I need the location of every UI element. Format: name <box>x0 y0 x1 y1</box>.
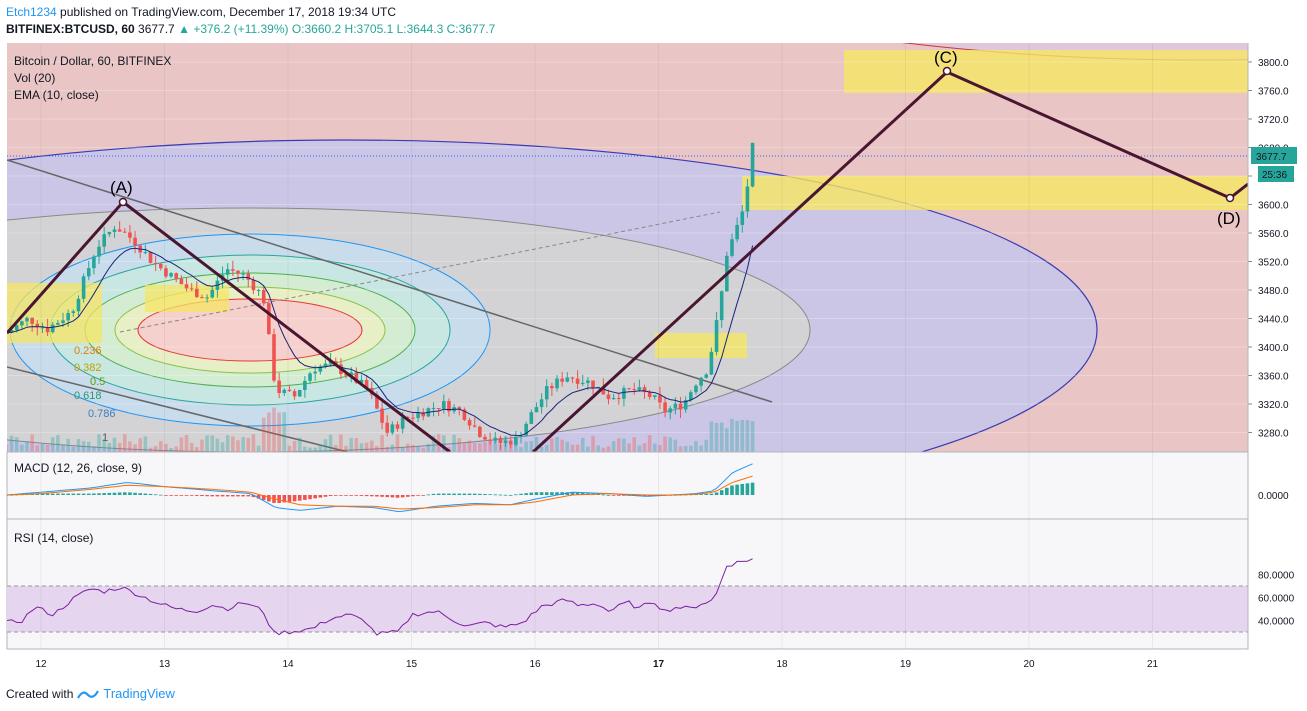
price-axis-tick: 3720.0 <box>1258 115 1289 126</box>
change-up-icon: ▲ <box>178 22 190 36</box>
ohlc-values: O:3660.2 H:3705.1 L:3644.3 C:3677.7 <box>291 22 496 36</box>
price-axis-tick: 3280.0 <box>1258 429 1289 440</box>
fib-level-label: 0.382 <box>74 362 102 374</box>
point-c-label: (C) <box>934 48 958 67</box>
time-axis-tick: 16 <box>529 659 541 670</box>
price-axis-tick: 3560.0 <box>1258 229 1289 240</box>
time-axis-tick: 14 <box>282 659 294 670</box>
time-axis-tick: 13 <box>159 659 171 670</box>
point-d-label: (D) <box>1217 209 1241 228</box>
abcd-pattern <box>7 66 1248 452</box>
author-link[interactable]: Etch1234 <box>6 5 57 19</box>
time-axis-tick: 20 <box>1023 659 1035 670</box>
signal-line <box>7 475 753 510</box>
time-axis-tick: 17 <box>653 659 665 670</box>
time-axis-tick: 21 <box>1147 659 1159 670</box>
price-axis[interactable]: 3280.0 3320.0 3360.0 3400.0 3440.0 3480.0 3520… <box>7 58 1289 440</box>
price-axis-tick: 3480.0 <box>1258 286 1289 297</box>
time-axis-tick: 15 <box>406 659 418 670</box>
countdown-tag <box>1258 166 1294 182</box>
rsi-band <box>7 586 1248 632</box>
main-pane-title: Bitcoin / Dollar, 60, BITFINEX <box>14 54 171 68</box>
fib-level-label: 0.236 <box>74 345 102 357</box>
fib-level-label: 0.786 <box>88 408 116 420</box>
rsi-line <box>7 558 753 636</box>
symbol-name: BITFINEX:BTCUSD, 60 <box>6 22 135 36</box>
volume-bars <box>7 407 755 452</box>
rsi-indicator-label[interactable]: RSI (14, close) <box>14 531 93 545</box>
price-change: +376.2 (+11.39%) <box>193 22 289 36</box>
vol-indicator-label[interactable]: Vol (20) <box>14 71 55 85</box>
fib-labels: 0.236 0.382 0.5 0.618 0.786 1 <box>74 345 116 444</box>
macd-indicator-label[interactable]: MACD (12, 26, close, 9) <box>14 461 142 475</box>
fib-level-label: 1 <box>102 432 108 444</box>
created-with-text: Created with <box>6 686 74 701</box>
macd-line <box>7 463 753 513</box>
price-axis-tick: 3400.0 <box>1258 343 1289 354</box>
rsi-axis-tick: 80.0000 <box>1258 571 1295 582</box>
last-price-tag <box>1251 147 1297 164</box>
countdown-tag-text: 25:36 <box>1262 170 1287 181</box>
time-axis-tick: 12 <box>35 659 47 670</box>
time-axis-tick: 18 <box>776 659 788 670</box>
price-axis-tick: 3360.0 <box>1258 372 1289 383</box>
candles <box>7 142 755 450</box>
price-axis-tick: 3320.0 <box>1258 400 1289 411</box>
last-price: 3677.7 <box>138 22 175 36</box>
macd-axis-tick: 0.0000 <box>1258 491 1289 502</box>
rsi-axis-tick: 60.0000 <box>1258 594 1295 605</box>
trend-channel <box>7 155 1248 452</box>
price-axis-tick: 3800.0 <box>1258 58 1289 69</box>
price-axis-tick: 3440.0 <box>1258 315 1289 326</box>
fib-level-label: 0.618 <box>74 390 102 402</box>
publish-info: Etch1234 published on TradingView.com, D… <box>6 5 396 19</box>
publish-text: published on TradingView.com, December 1… <box>56 5 397 19</box>
ema-line <box>7 245 754 437</box>
last-price-tag-text: 3677.7 <box>1256 152 1287 163</box>
point-d-marker[interactable] <box>1225 193 1235 203</box>
price-axis-tick: 3600.0 <box>1258 201 1289 212</box>
point-a-marker[interactable] <box>118 197 128 207</box>
tradingview-logo-icon <box>77 689 100 699</box>
point-a-label: (A) <box>110 178 133 197</box>
symbol-info: BITFINEX:BTCUSD, 60 3677.7 ▲ +376.2 (+11… <box>6 22 495 36</box>
price-axis-tick: 3760.0 <box>1258 87 1289 98</box>
point-c-marker[interactable] <box>942 66 952 76</box>
footer: Created with TradingView <box>6 686 175 701</box>
rsi-axis-tick: 40.0000 <box>1258 617 1295 628</box>
time-axis-tick: 19 <box>900 659 912 670</box>
macd-pane-bg <box>6 451 1249 520</box>
time-axis[interactable]: 12 13 14 15 16 17 18 19 20 21 <box>35 43 1158 670</box>
tradingview-brand-link[interactable]: TradingView <box>103 686 175 701</box>
price-axis-tick: 3520.0 <box>1258 258 1289 269</box>
ema-indicator-label[interactable]: EMA (10, close) <box>14 88 99 102</box>
fib-level-label: 0.5 <box>90 376 105 388</box>
rsi-axis: 80.0000 60.0000 40.0000 <box>1258 571 1295 628</box>
